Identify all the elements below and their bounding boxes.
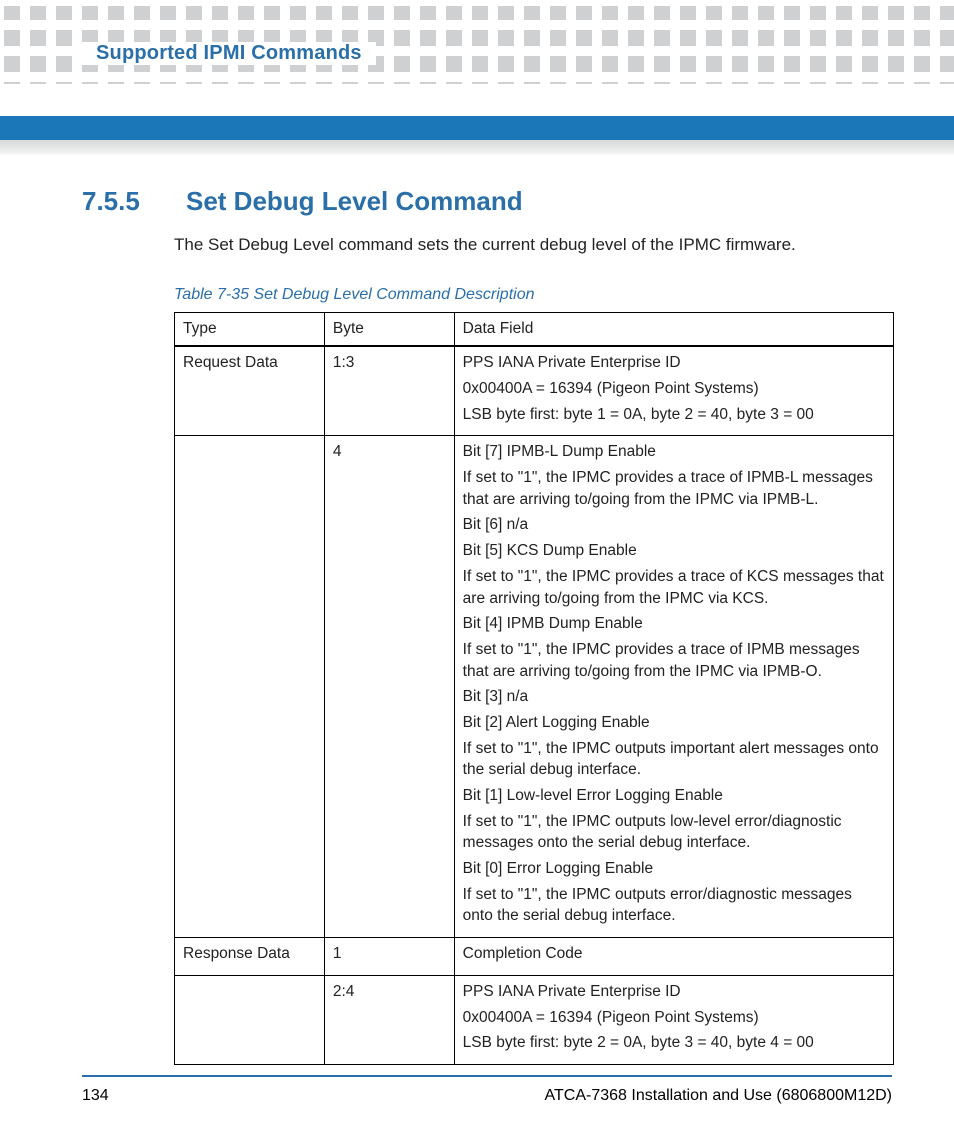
cell-byte: 4 <box>324 436 454 938</box>
cell-byte: 1:3 <box>324 346 454 436</box>
table-header-row: Type Byte Data Field <box>175 312 894 346</box>
data-field-line: Bit [4] IPMB Dump Enable <box>463 613 885 635</box>
table-row: 4 Bit [7] IPMB-L Dump Enable If set to "1"… <box>175 436 894 938</box>
cell-data-field: PPS IANA Private Enterprise ID 0x00400A =… <box>454 975 893 1064</box>
header-grey-strip <box>0 140 954 156</box>
data-field-line: If set to "1", the IPMC outputs low-leve… <box>463 811 885 854</box>
table-row: 2:4 PPS IANA Private Enterprise ID 0x00400… <box>175 975 894 1064</box>
data-field-line: Bit [3] n/a <box>463 686 885 708</box>
data-field-line: 0x00400A = 16394 (Pigeon Point Systems) <box>463 378 885 400</box>
data-field-line: Bit [5] KCS Dump Enable <box>463 540 885 562</box>
data-field-line: Bit [7] IPMB-L Dump Enable <box>463 441 885 463</box>
cell-byte: 1 <box>324 938 454 976</box>
header-band: Supported IPMI Commands <box>0 0 954 90</box>
data-field-line: Bit [1] Low-level Error Logging Enable <box>463 785 885 807</box>
cell-type <box>175 436 325 938</box>
data-field-line: If set to "1", the IPMC outputs importan… <box>463 738 885 781</box>
section-title: Set Debug Level Command <box>186 186 523 217</box>
data-field-line: 0x00400A = 16394 (Pigeon Point Systems) <box>463 1007 885 1029</box>
col-header-data: Data Field <box>454 312 893 346</box>
running-header-title: Supported IPMI Commands <box>82 42 376 65</box>
data-field-line: If set to "1", the IPMC provides a trace… <box>463 639 885 682</box>
page-content: 7.5.5 Set Debug Level Command The Set De… <box>82 186 892 1065</box>
data-field-line: PPS IANA Private Enterprise ID <box>463 352 885 374</box>
data-field-line: PPS IANA Private Enterprise ID <box>463 981 885 1003</box>
page-footer: 134 ATCA-7368 Installation and Use (6806… <box>82 1075 892 1105</box>
footer-rule <box>82 1075 892 1077</box>
cell-byte: 2:4 <box>324 975 454 1064</box>
table-row: Response Data1 Completion Code <box>175 938 894 976</box>
section-intro: The Set Debug Level command sets the cur… <box>174 233 892 258</box>
cell-type: Response Data <box>175 938 325 976</box>
header-accent-bar <box>0 116 954 140</box>
page-number: 134 <box>82 1087 109 1105</box>
data-field-line: If set to "1", the IPMC provides a trace… <box>463 566 885 609</box>
cell-data-field: Bit [7] IPMB-L Dump Enable If set to "1",… <box>454 436 893 938</box>
doc-title: ATCA-7368 Installation and Use (6806800M… <box>545 1087 892 1105</box>
data-field-line: Bit [2] Alert Logging Enable <box>463 712 885 734</box>
data-field-line: LSB byte first: byte 2 = 0A, byte 3 = 40… <box>463 1032 885 1054</box>
cell-data-field: PPS IANA Private Enterprise ID 0x00400A =… <box>454 346 893 436</box>
table-caption: Table 7-35 Set Debug Level Command Descr… <box>174 286 892 304</box>
cell-type: Request Data <box>175 346 325 436</box>
col-header-byte: Byte <box>324 312 454 346</box>
cell-data-field: Completion Code <box>454 938 893 976</box>
command-table: Type Byte Data Field Request Data1:3PPS … <box>174 312 894 1065</box>
section-heading: 7.5.5 Set Debug Level Command <box>82 186 892 217</box>
data-field-line: Bit [0] Error Logging Enable <box>463 858 885 880</box>
cell-type <box>175 975 325 1064</box>
data-field-line: Bit [6] n/a <box>463 514 885 536</box>
col-header-type: Type <box>175 312 325 346</box>
data-field-line: Completion Code <box>463 943 885 965</box>
data-field-line: If set to "1", the IPMC provides a trace… <box>463 467 885 510</box>
table-row: Request Data1:3PPS IANA Private Enterpri… <box>175 346 894 436</box>
data-field-line: LSB byte first: byte 1 = 0A, byte 2 = 40… <box>463 404 885 426</box>
section-number: 7.5.5 <box>82 186 154 217</box>
data-field-line: If set to "1", the IPMC outputs error/di… <box>463 884 885 927</box>
